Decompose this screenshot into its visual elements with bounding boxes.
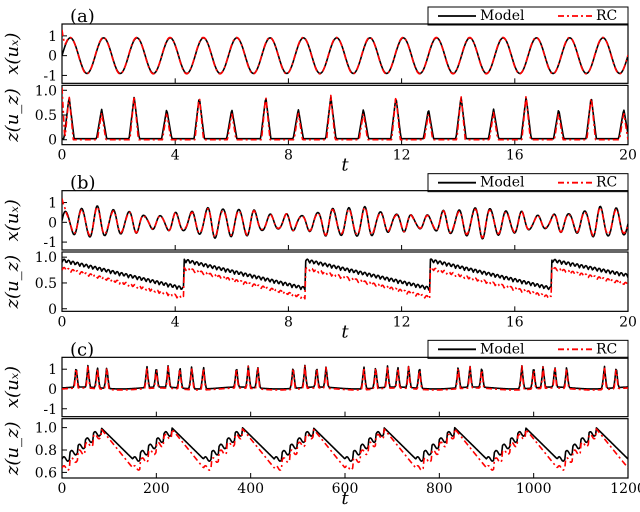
- svg-text:z(u_z): z(u_z): [2, 255, 23, 310]
- svg-text:200: 200: [143, 481, 170, 497]
- svg-text:0: 0: [48, 49, 57, 65]
- svg-text:1000: 1000: [516, 481, 552, 497]
- svg-text:0.8: 0.8: [35, 443, 57, 459]
- svg-text:z(u_z): z(u_z): [2, 422, 23, 477]
- svg-text:12: 12: [393, 314, 411, 330]
- svg-text:400: 400: [237, 481, 264, 497]
- svg-text:0: 0: [48, 382, 57, 398]
- panel-b: (b)ModelRC-101x(uₓ)04812162000.51.0z(u_z…: [2, 173, 637, 343]
- svg-text:0: 0: [48, 215, 57, 231]
- panel-c: (c)ModelRC-101x(uₓ)020040060080010001200…: [2, 339, 640, 509]
- svg-text:8: 8: [284, 314, 293, 330]
- svg-text:0: 0: [58, 148, 67, 164]
- svg-text:Model: Model: [480, 8, 525, 24]
- svg-text:RC: RC: [596, 341, 617, 357]
- svg-text:x(uₓ): x(uₓ): [2, 366, 23, 408]
- svg-text:Model: Model: [480, 341, 525, 357]
- svg-text:-1: -1: [43, 235, 57, 251]
- svg-text:Model: Model: [480, 175, 525, 191]
- svg-text:1.0: 1.0: [35, 250, 57, 266]
- svg-text:0: 0: [58, 481, 67, 497]
- svg-text:1.0: 1.0: [35, 421, 57, 437]
- svg-text:-1: -1: [43, 68, 57, 84]
- svg-text:1: 1: [48, 196, 57, 212]
- svg-text:RC: RC: [596, 175, 617, 191]
- svg-text:-1: -1: [43, 402, 57, 418]
- chart-svg: (a)ModelRC-101x(uₓ)04812162000.51.0z(u_z…: [0, 0, 640, 512]
- svg-text:20: 20: [619, 314, 637, 330]
- svg-text:20: 20: [619, 148, 637, 164]
- svg-text:1: 1: [48, 29, 57, 45]
- svg-text:1.0: 1.0: [35, 83, 57, 99]
- svg-text:0.5: 0.5: [35, 108, 57, 124]
- svg-text:4: 4: [171, 314, 180, 330]
- svg-text:800: 800: [426, 481, 453, 497]
- svg-text:t: t: [341, 155, 349, 176]
- svg-text:t: t: [341, 321, 349, 342]
- svg-text:1: 1: [48, 362, 57, 378]
- svg-text:16: 16: [506, 148, 524, 164]
- svg-text:4: 4: [171, 148, 180, 164]
- svg-text:x(uₓ): x(uₓ): [2, 199, 23, 241]
- svg-text:0.5: 0.5: [35, 276, 57, 292]
- svg-text:8: 8: [284, 148, 293, 164]
- svg-text:0: 0: [58, 314, 67, 330]
- svg-text:0.6: 0.6: [35, 465, 57, 481]
- svg-text:0: 0: [48, 302, 57, 318]
- svg-text:0: 0: [48, 133, 57, 149]
- svg-text:16: 16: [506, 314, 524, 330]
- svg-text:1200: 1200: [610, 481, 640, 497]
- svg-text:t: t: [341, 488, 349, 509]
- svg-text:z(u_z): z(u_z): [2, 88, 23, 143]
- svg-text:RC: RC: [596, 8, 617, 24]
- svg-text:12: 12: [393, 148, 411, 164]
- svg-text:x(uₓ): x(uₓ): [2, 33, 23, 75]
- panel-a: (a)ModelRC-101x(uₓ)04812162000.51.0z(u_z…: [2, 6, 637, 176]
- figure-root: (a)ModelRC-101x(uₓ)04812162000.51.0z(u_z…: [0, 0, 640, 512]
